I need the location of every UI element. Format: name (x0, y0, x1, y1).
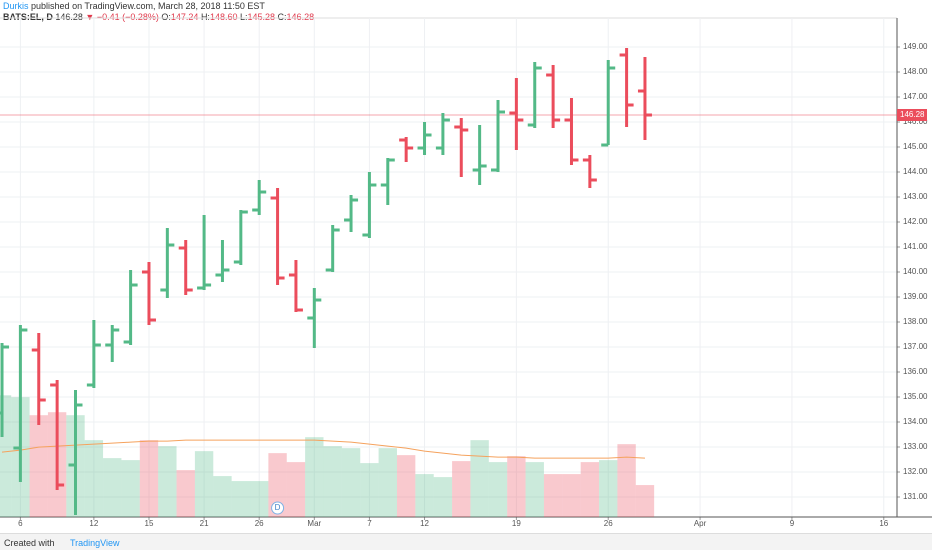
symbol: BATS:EL, D (3, 12, 53, 22)
volume-bar (176, 470, 195, 517)
brand[interactable]: TradingView (70, 538, 120, 548)
x-tick-label: 16 (879, 519, 888, 528)
volume-bar (250, 481, 269, 517)
h-value: 148.60 (209, 12, 238, 22)
volume-bar (378, 448, 397, 517)
l-value: 145.28 (247, 12, 276, 22)
volume-bar (213, 476, 232, 517)
event-marker (271, 501, 285, 515)
l-label: L: (239, 12, 248, 22)
volume-bar (286, 462, 306, 517)
volume-bar (121, 460, 140, 517)
y-tick-label: 145.00 (903, 142, 928, 151)
volume-bar (470, 440, 489, 517)
x-tick-label: 15 (145, 519, 154, 528)
volume-bar (158, 446, 177, 517)
y-tick-label: 148.00 (903, 67, 928, 76)
y-tick-label: 141.00 (903, 242, 928, 251)
volume-bar (84, 440, 104, 517)
y-tick-label: 142.00 (903, 217, 928, 226)
volume-bar (507, 456, 526, 517)
y-tick-label: 135.00 (903, 392, 928, 401)
legend-line: BATS:EL, D 146.28 ▼ −0.41 (−0.28%) O:147… (3, 12, 314, 22)
x-tick-label: 26 (604, 519, 613, 528)
volume-bar (580, 462, 600, 517)
y-tick-label: 139.00 (903, 292, 928, 301)
x-tick-label: Mar (307, 519, 321, 528)
y-tick-label: 140.00 (903, 267, 928, 276)
event-label: D (275, 503, 281, 512)
x-tick-label: 9 (790, 519, 795, 528)
x-tick-label: 12 (420, 519, 429, 528)
published: published on TradingView.com, March 28, … (31, 1, 265, 11)
publish-line: Durkis published on TradingView.com, Mar… (3, 1, 265, 11)
volume-bar (433, 477, 453, 517)
volume-bar (617, 444, 636, 517)
volume-bar (194, 451, 214, 517)
volume-bar (268, 453, 287, 517)
price: 146.28 (55, 12, 83, 22)
y-tick-label: 144.00 (903, 167, 928, 176)
h-label: H: (200, 12, 210, 22)
volume-bar (562, 474, 581, 517)
x-tick-label: 7 (367, 519, 372, 528)
created-with: Created with (4, 538, 55, 548)
volume-bar (543, 474, 563, 517)
c-label: C: (277, 12, 287, 22)
o-value: 147.24 (170, 12, 199, 22)
x-tick-label: 19 (512, 519, 521, 528)
volume-bar (635, 485, 655, 517)
x-tick-label: Apr (694, 519, 707, 528)
y-tick-label: 146.00 (903, 117, 928, 126)
y-tick-label: 147.00 (903, 92, 928, 101)
volume-bar (29, 415, 48, 517)
volume-bar (103, 458, 122, 517)
volume-bar (360, 463, 379, 517)
change: ▼ −0.41 (−0.28%) (85, 12, 159, 22)
volume-bar (488, 462, 508, 517)
volume-bar (525, 462, 544, 517)
y-tick-label: 136.00 (903, 367, 928, 376)
o-label: O: (161, 12, 171, 22)
x-tick-label: 21 (200, 519, 209, 528)
y-tick-label: 138.00 (903, 317, 928, 326)
y-tick-label: 131.00 (903, 492, 928, 501)
y-tick-label: 134.00 (903, 417, 928, 426)
c-value: 146.28 (286, 12, 315, 22)
volume-bar (323, 446, 342, 517)
volume-ma-line (1, 439, 645, 459)
volume-bar (415, 474, 434, 517)
volume-bar (0, 395, 12, 517)
volume-bar (599, 460, 618, 517)
y-tick-label: 137.00 (903, 342, 928, 351)
y-tick-label: 133.00 (903, 442, 928, 451)
volume-bar (341, 448, 361, 517)
volume-bar (396, 455, 416, 517)
y-tick-label: 132.00 (903, 467, 928, 476)
x-tick-label: 12 (89, 519, 98, 528)
chart: 131.00 132.00 133.00 134.00 135.00 136.00 137.… (0, 17, 932, 528)
volume-bar (305, 437, 324, 517)
footer: Created with TradingView (0, 533, 932, 550)
last-price-tag (897, 109, 927, 121)
author[interactable]: Durkis (3, 1, 29, 11)
x-tick-label: 26 (255, 519, 264, 528)
last-price-label: 146.28 (900, 110, 925, 119)
y-tick-label: 143.00 (903, 192, 928, 201)
volume-bar (452, 461, 471, 517)
volume-bar (139, 440, 159, 517)
volume-bar (231, 481, 251, 517)
y-tick-label: 149.00 (903, 42, 928, 51)
x-tick-label: 6 (18, 519, 23, 528)
